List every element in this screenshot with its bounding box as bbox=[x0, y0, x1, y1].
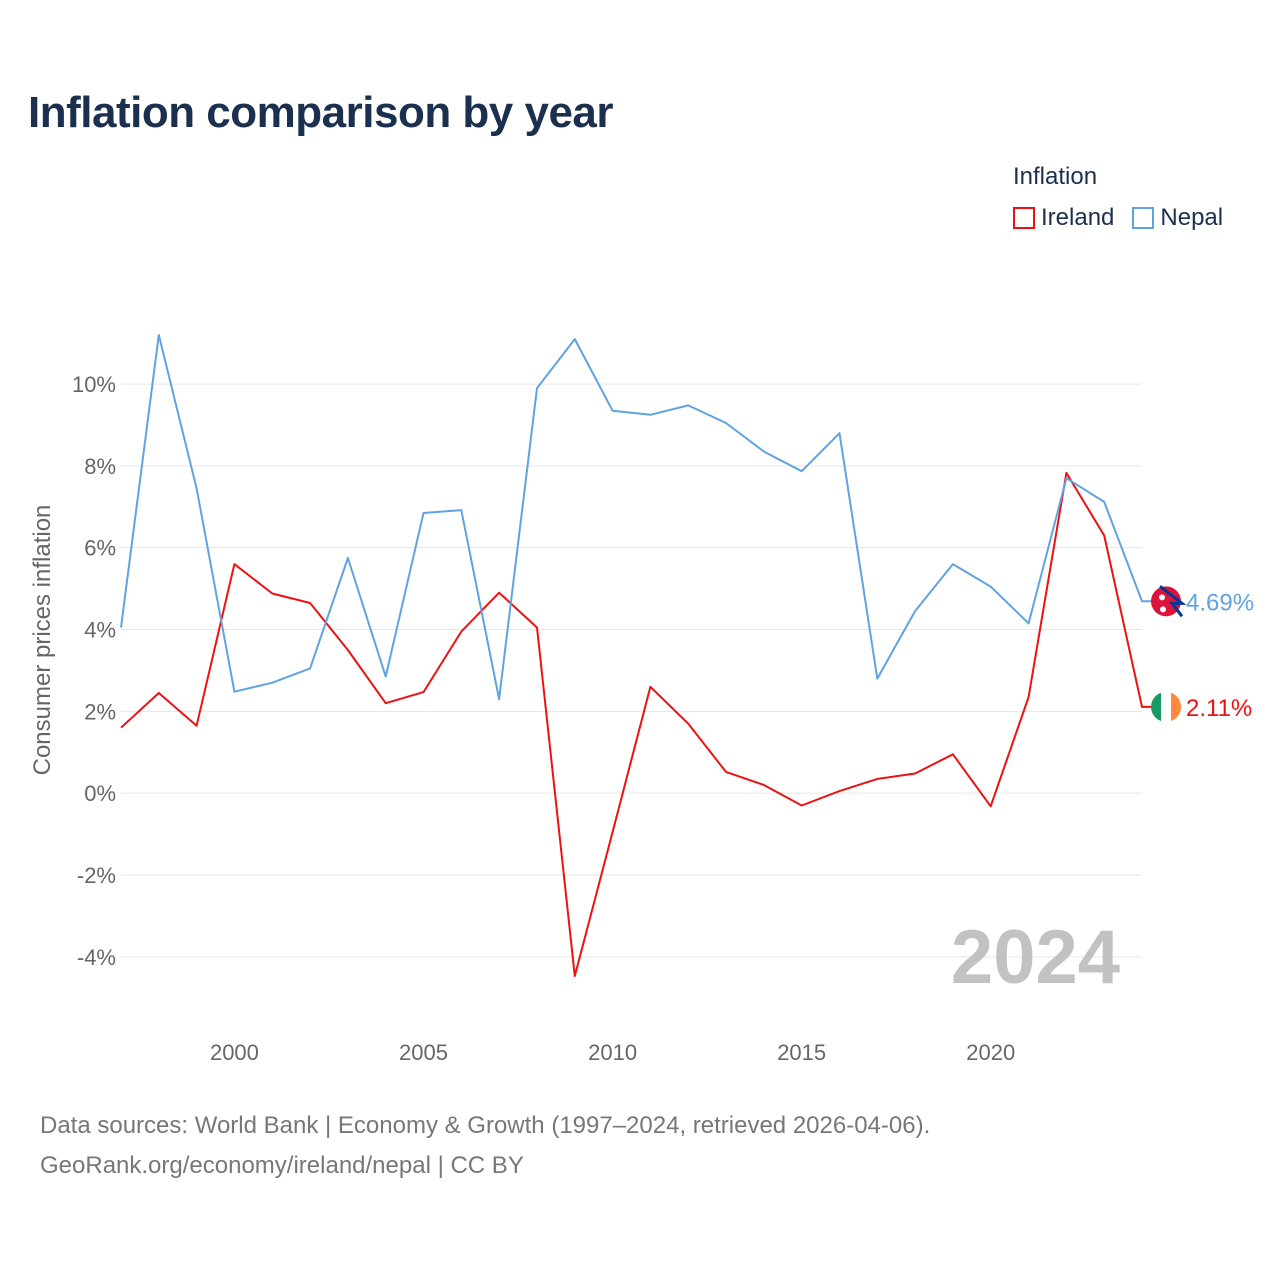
legend-item-nepal[interactable]: Nepal bbox=[1132, 204, 1223, 232]
source-line-1: Data sources: World Bank | Economy & Gro… bbox=[40, 1112, 931, 1139]
y-tick-label: -4% bbox=[77, 945, 116, 970]
x-tick-label: 2015 bbox=[777, 1040, 826, 1065]
series-line-ireland[interactable] bbox=[120, 471, 1151, 977]
legend-swatch-nepal bbox=[1132, 207, 1155, 229]
legend-item-ireland[interactable]: Ireland bbox=[1013, 204, 1114, 232]
legend: Ireland Nepal bbox=[1013, 204, 1241, 232]
legend-title: Inflation bbox=[1013, 163, 1098, 190]
legend-label-nepal: Nepal bbox=[1160, 204, 1224, 231]
source-line-2[interactable]: GeoRank.org/economy/ireland/nepal | CC B… bbox=[40, 1152, 524, 1179]
chart-title: Inflation comparison by year bbox=[28, 88, 614, 137]
x-tick-label: 2000 bbox=[210, 1040, 259, 1065]
end-value-label-ireland: 2.11% bbox=[1186, 695, 1252, 722]
y-tick-label: 8% bbox=[84, 454, 116, 479]
source-note: Data sources: World Bank | Economy & Gro… bbox=[40, 1106, 930, 1186]
y-tick-label: 10% bbox=[72, 372, 116, 397]
year-watermark: 2024 bbox=[951, 915, 1120, 1000]
y-tick-label: -2% bbox=[77, 863, 116, 888]
y-tick-label: 2% bbox=[84, 699, 116, 724]
legend-swatch-ireland bbox=[1013, 207, 1035, 229]
y-tick-label: 6% bbox=[84, 536, 116, 561]
legend-label-ireland: Ireland bbox=[1041, 204, 1115, 231]
end-value-label-nepal: 4.69% bbox=[1186, 589, 1254, 616]
x-tick-label: 2020 bbox=[966, 1040, 1015, 1065]
nepal-flag-icon bbox=[1151, 585, 1187, 618]
ireland-flag-icon bbox=[1151, 691, 1181, 722]
x-tick-label: 2010 bbox=[588, 1040, 637, 1065]
y-axis-label: Consumer prices inflation bbox=[29, 505, 56, 776]
y-tick-label: 0% bbox=[84, 781, 116, 806]
series-line-nepal[interactable] bbox=[120, 334, 1151, 701]
y-tick-label: 4% bbox=[84, 618, 116, 643]
x-tick-label: 2005 bbox=[399, 1040, 448, 1065]
